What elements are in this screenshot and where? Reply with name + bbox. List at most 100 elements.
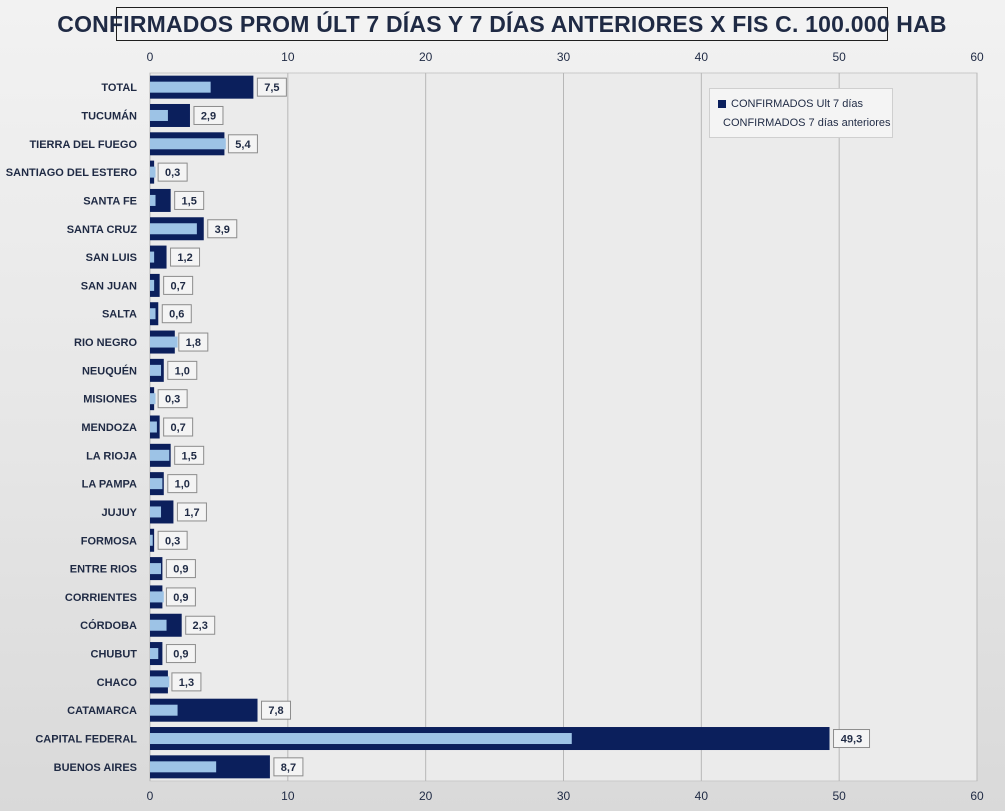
bar-ant7 <box>150 563 162 575</box>
legend-item-ant7: CONFIRMADOS 7 días anteriores <box>718 113 891 132</box>
data-label: 0,7 <box>170 280 185 292</box>
data-label-box <box>157 389 188 409</box>
category-label: TOTAL <box>101 82 137 94</box>
data-label-box <box>273 757 304 777</box>
bar-ult7 <box>150 698 258 722</box>
category-label: BUENOS AIRES <box>54 762 137 774</box>
data-label: 0,3 <box>165 167 180 179</box>
legend-swatch-ult7 <box>718 99 726 108</box>
bar-ant7 <box>150 194 156 206</box>
category-label: FORMOSA <box>81 535 137 547</box>
data-label-box <box>167 360 198 380</box>
data-label: 1,8 <box>186 337 201 349</box>
data-label-box <box>171 672 202 692</box>
category-label: MISIONES <box>83 394 137 406</box>
data-label-box <box>174 445 205 465</box>
bar-ant7 <box>150 336 178 348</box>
category-label: CHUBUT <box>91 649 138 661</box>
data-label-box <box>227 134 258 154</box>
x-tick-label-top: 30 <box>557 50 571 64</box>
data-label: 1,5 <box>182 195 197 207</box>
bar-ant7 <box>150 449 170 461</box>
data-label: 1,3 <box>179 677 194 689</box>
bar-ant7 <box>150 308 156 320</box>
data-label: 0,9 <box>173 592 188 604</box>
category-label: TIERRA DEL FUEGO <box>29 139 137 151</box>
category-label: SALTA <box>102 309 137 321</box>
bar-ant7 <box>150 761 217 773</box>
data-label-box <box>165 644 196 664</box>
x-tick-label-bottom: 50 <box>832 789 846 803</box>
data-label-box <box>176 502 207 522</box>
chart-title-box: CONFIRMADOS PROM ÚLT 7 DÍAS Y 7 DÍAS ANT… <box>57 7 947 41</box>
data-label-box <box>170 247 201 267</box>
bar-ant7 <box>150 534 153 546</box>
data-label: 8,7 <box>281 762 296 774</box>
data-label: 7,8 <box>268 705 283 717</box>
data-label-box <box>185 615 216 635</box>
bar-ant7 <box>150 506 162 518</box>
bar-ult7 <box>150 245 167 269</box>
data-label-box <box>165 587 196 607</box>
x-tick-label-top: 40 <box>695 50 709 64</box>
data-label-box <box>161 304 192 324</box>
data-label-box <box>261 700 292 720</box>
legend-label-ult7: CONFIRMADOS Ult 7 días <box>731 97 864 110</box>
category-label: CORRIENTES <box>65 592 137 604</box>
data-label: 0,7 <box>170 422 185 434</box>
data-label-box <box>157 530 188 550</box>
bar-ant7 <box>150 676 170 688</box>
bar-ant7 <box>150 81 211 93</box>
data-label-box <box>833 729 871 749</box>
data-label: 0,6 <box>169 309 184 321</box>
category-label: SAN LUIS <box>86 252 137 264</box>
x-tick-label-bottom: 40 <box>695 789 709 803</box>
category-label: SANTIAGO DEL ESTERO <box>6 167 138 179</box>
data-label-box <box>157 162 188 182</box>
category-label: SANTA FE <box>83 195 137 207</box>
data-label-box <box>207 219 238 239</box>
data-label: 0,9 <box>173 649 188 661</box>
category-label: RIO NEGRO <box>74 337 137 349</box>
data-label: 7,5 <box>264 82 279 94</box>
x-tick-label-bottom: 0 <box>147 789 154 803</box>
bar-ant7 <box>150 223 197 235</box>
bar-ant7 <box>150 251 155 263</box>
data-label-box <box>167 474 198 494</box>
legend-label-ant7: CONFIRMADOS 7 días anteriores <box>723 116 891 129</box>
data-label: 1,0 <box>175 365 190 377</box>
data-label: 0,3 <box>165 535 180 547</box>
category-label: TUCUMÁN <box>81 109 137 122</box>
data-label-box <box>163 417 194 437</box>
bar-ant7 <box>150 279 155 291</box>
data-label: 49,3 <box>841 734 862 746</box>
x-tick-label-top: 10 <box>281 50 295 64</box>
bar-ant7 <box>150 138 226 150</box>
category-label: SANTA CRUZ <box>67 224 138 236</box>
category-label: CATAMARCA <box>67 705 137 717</box>
bar-ant7 <box>150 364 162 376</box>
data-label-box <box>174 190 205 210</box>
data-label: 3,9 <box>215 224 230 236</box>
x-tick-label-top: 50 <box>832 50 846 64</box>
bar-ult7 <box>150 500 174 524</box>
legend: CONFIRMADOS Ult 7 días CONFIRMADOS 7 día… <box>709 88 893 138</box>
bar-ant7 <box>150 478 163 490</box>
x-tick-label-top: 60 <box>970 50 984 64</box>
x-tick-label-bottom: 60 <box>970 789 984 803</box>
bar-ult7 <box>150 188 171 212</box>
x-tick-label-top: 20 <box>419 50 433 64</box>
x-tick-label-bottom: 20 <box>419 789 433 803</box>
legend-item-ult7: CONFIRMADOS Ult 7 días <box>718 94 884 113</box>
bar-ant7 <box>150 421 157 433</box>
category-label: CHACO <box>97 677 138 689</box>
bar-ant7 <box>150 109 168 121</box>
data-label: 2,3 <box>193 620 208 632</box>
data-label: 5,4 <box>235 139 251 151</box>
category-label: MENDOZA <box>81 422 137 434</box>
data-label: 1,5 <box>182 450 197 462</box>
data-label: 0,9 <box>173 564 188 576</box>
bar-ant7 <box>150 619 167 631</box>
category-label: ENTRE RIOS <box>70 564 137 576</box>
